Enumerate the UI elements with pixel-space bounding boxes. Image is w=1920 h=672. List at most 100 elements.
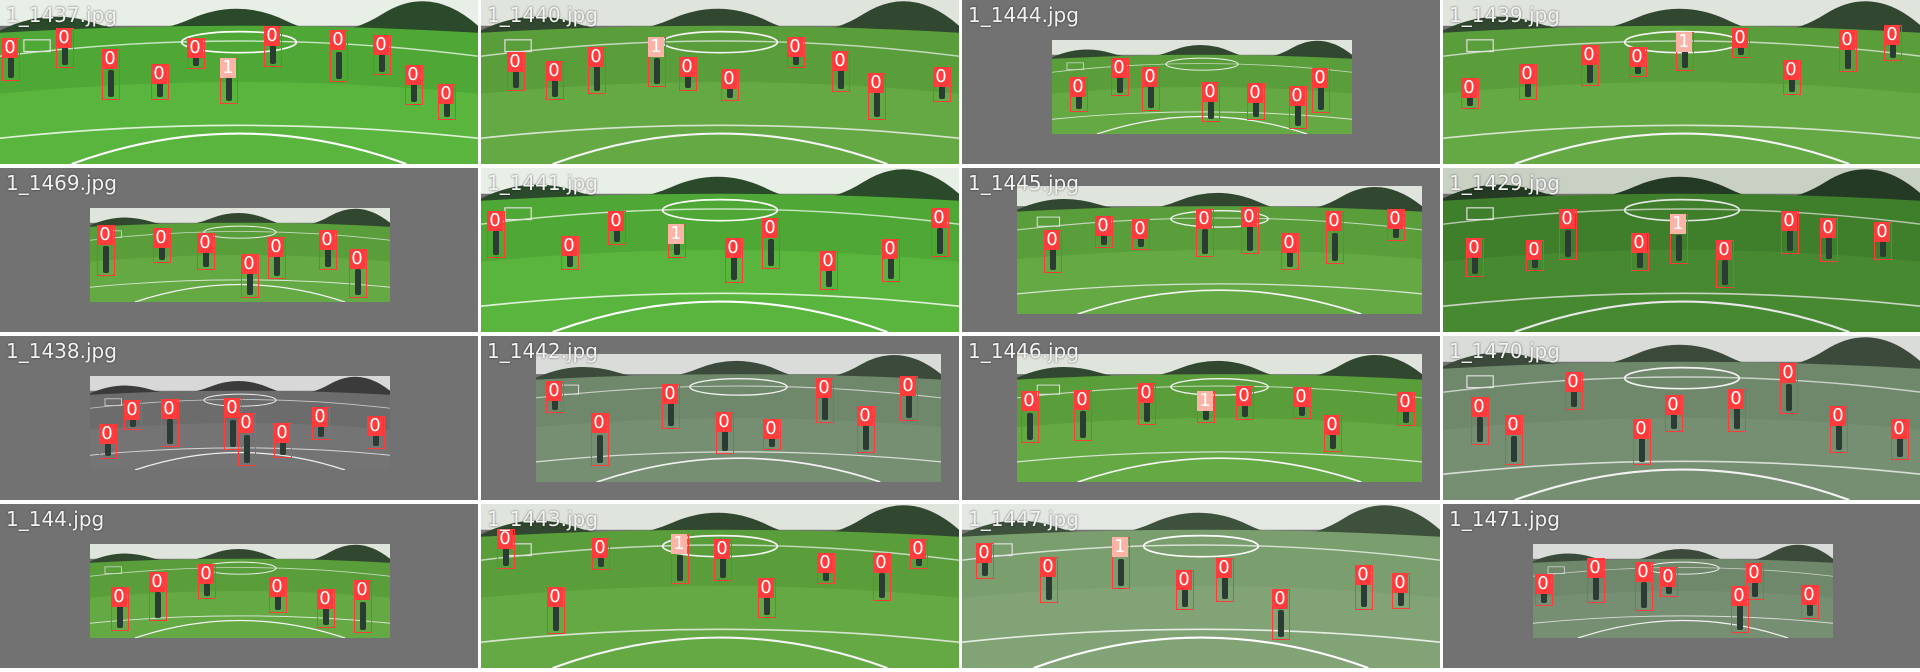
detection-box: 0	[714, 539, 732, 581]
player-figure	[822, 565, 830, 581]
class-label: 0	[1236, 386, 1252, 406]
class-label: 0	[679, 57, 695, 77]
detection-box: 0	[153, 228, 171, 263]
class-label: 0	[373, 35, 389, 55]
detection-box: 0	[1142, 67, 1160, 111]
player-figure	[324, 246, 332, 267]
player-figure	[279, 436, 287, 455]
player-figure	[1675, 234, 1683, 261]
penalty-box-line	[90, 447, 390, 456]
detection-box: 0	[820, 251, 838, 290]
detection-box: 0	[1839, 30, 1857, 72]
detection-box: 0	[758, 578, 776, 618]
player-figure	[1329, 429, 1337, 449]
penalty-arc	[552, 132, 888, 164]
player-figure	[1889, 39, 1897, 58]
class-label: 0	[873, 553, 889, 573]
player-figure	[1317, 86, 1325, 110]
tree-line	[1052, 40, 1352, 61]
class-label: 0	[1461, 78, 1477, 98]
penalty-box-line	[1443, 292, 1920, 308]
class-label: 0	[274, 423, 290, 443]
player-figure	[1835, 425, 1843, 450]
detection-box: 1	[648, 37, 666, 87]
player-figure	[1075, 90, 1083, 109]
player-figure	[273, 254, 281, 276]
player-figure	[1147, 84, 1155, 108]
player-figure	[1670, 409, 1678, 429]
detection-box: 0	[762, 218, 780, 269]
class-label: 0	[820, 251, 836, 271]
class-label: 0	[354, 580, 370, 600]
player-figure	[596, 434, 604, 463]
class-label: 0	[714, 539, 730, 559]
detection-box: 0	[787, 37, 805, 68]
class-label: 0	[591, 413, 607, 433]
goal	[1036, 216, 1061, 227]
class-label: 0	[1289, 86, 1305, 106]
soccer-field-photo	[1017, 186, 1422, 314]
player-figure	[322, 604, 330, 625]
halfway-line	[962, 544, 1440, 561]
detection-box: 0	[1629, 47, 1647, 77]
class-label: 0	[1505, 415, 1521, 435]
detection-box: 0	[1716, 240, 1734, 288]
tree-line	[962, 505, 1440, 540]
player-figure	[1402, 405, 1410, 423]
tile-filename: 1_1441.jpg	[487, 171, 598, 195]
detection-box: 0	[507, 52, 525, 91]
pitch-shade	[536, 418, 941, 482]
class-label: 0	[161, 399, 177, 419]
tile-photo: 0 0 0 0 0 0 0 0	[536, 354, 941, 482]
detection-box: 0	[111, 587, 129, 631]
class-label: 0	[269, 577, 285, 597]
tile-filename: 1_1445.jpg	[968, 171, 1079, 195]
detection-box: 0	[405, 65, 423, 105]
player-figure	[104, 437, 112, 456]
detection-box: 0	[264, 26, 282, 67]
detection-box: 0	[1633, 419, 1651, 465]
class-label: 0	[1728, 389, 1744, 409]
pitch-shade	[481, 586, 959, 668]
penalty-arc	[1514, 300, 1850, 332]
mosaic-tile: 0 0 0 0 0 0 0 1_1471.jpg	[1443, 504, 1920, 668]
detection-box: 0	[1196, 209, 1214, 257]
mosaic-tile: 0 0 0 1 0 0 0 0 0 1_1443.jpg	[481, 504, 959, 668]
player-figure	[410, 81, 418, 102]
class-label: 0	[438, 84, 454, 104]
detection-box: 0	[487, 211, 505, 258]
goal	[1547, 566, 1565, 574]
penalty-arc	[71, 132, 407, 164]
detection-box: 0	[1312, 68, 1330, 113]
detection-box: 0	[102, 49, 120, 100]
class-label: 0	[507, 52, 523, 72]
tile-filename: 1_1447.jpg	[968, 507, 1079, 531]
class-label: 0	[497, 529, 513, 549]
player-figure	[116, 604, 124, 628]
detection-box: 0	[1289, 86, 1307, 129]
penalty-arc	[134, 452, 346, 470]
detection-box: 0	[198, 564, 216, 599]
tree-line	[1017, 355, 1422, 382]
mosaic-tile: 0 0 0 0 1 0 0 0 0 1_1429.jpg	[1443, 168, 1920, 332]
mosaic-tile: 0 0 0 0 0 0 0 1_1469.jpg	[0, 168, 478, 332]
class-label: 0	[1519, 64, 1535, 84]
pitch-shade	[90, 591, 390, 638]
player-figure	[792, 49, 800, 65]
class-label: 0	[1716, 240, 1732, 260]
player-figure	[719, 556, 727, 578]
player-figure	[1786, 228, 1794, 251]
class-label: 0	[124, 400, 140, 420]
halfway-line	[1017, 385, 1422, 399]
class-label: 0	[1202, 82, 1218, 102]
detection-box: 0	[1202, 82, 1220, 122]
detection-box: 0	[1272, 589, 1290, 640]
class-label: 0	[264, 26, 280, 46]
penalty-arc	[134, 620, 346, 638]
class-label: 0	[1629, 47, 1645, 67]
detection-box: 0	[2, 38, 20, 81]
player-figure	[107, 70, 115, 97]
goal	[1036, 384, 1061, 395]
